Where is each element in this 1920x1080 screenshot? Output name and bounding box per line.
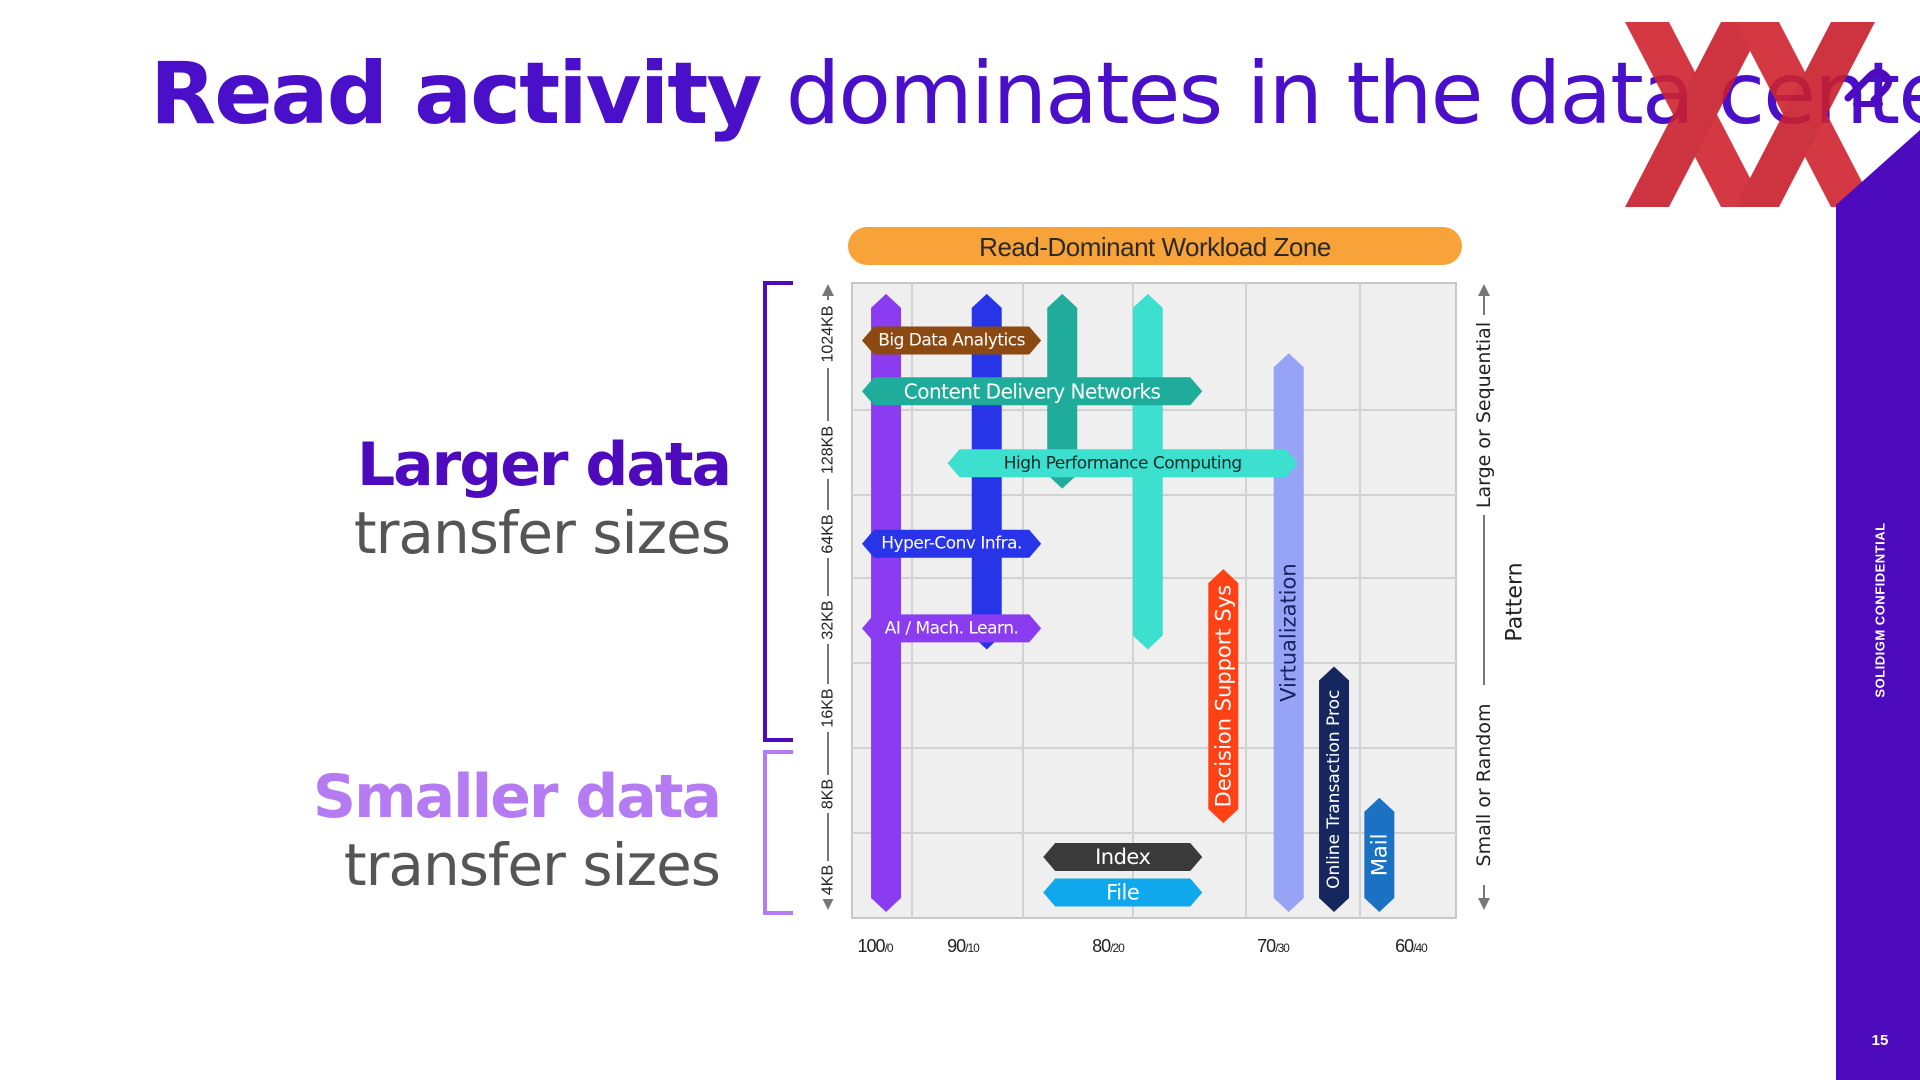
oltp-label: Online Transaction Proc	[1324, 690, 1344, 889]
x-tick-label: 60/40	[1395, 936, 1428, 956]
larger-bracket	[763, 281, 793, 742]
brand-logo-icon	[1844, 68, 1893, 107]
purple-column-bar	[871, 293, 902, 912]
decision-support-bar	[1208, 569, 1239, 824]
oltp-bar	[1319, 666, 1350, 912]
mail-label: Mail	[1367, 834, 1391, 877]
y-axis-arrow-up	[822, 284, 834, 296]
right-axis-label-bg	[1474, 315, 1494, 515]
right-axis-bottom-label: Small or Random	[1473, 704, 1495, 867]
y-tick-bg	[818, 421, 838, 479]
x-tick-label: 100/0	[857, 936, 893, 956]
ai-mach-learn-label: AI / Mach. Learn.	[885, 618, 1019, 638]
x-tick-label: 80/20	[1092, 936, 1125, 956]
big-data-analytics-bar	[862, 326, 1042, 355]
index-label: Index	[1095, 845, 1150, 869]
title-bold: Read activity	[150, 44, 762, 144]
file-bar	[1043, 878, 1203, 907]
virtualization-label: Virtualization	[1277, 563, 1301, 702]
y-tick-bg	[818, 510, 838, 558]
smaller-data-label: Smaller data transfer sizes	[312, 762, 722, 899]
larger-data-title: Larger data	[356, 430, 732, 500]
file-label: File	[1106, 881, 1139, 905]
high-performance-computing-bar	[947, 449, 1298, 478]
x-tick-label: 90/10	[947, 936, 980, 956]
corner-decoration	[1836, 130, 1920, 210]
y-tick-label: 16KB	[820, 688, 837, 727]
virtualization-bar	[1273, 353, 1304, 912]
y-tick-bg	[818, 861, 838, 899]
hyper-conv-infra-label: Hyper-Conv Infra.	[881, 534, 1022, 554]
high-performance-computing-label: High Performance Computing	[1004, 453, 1242, 473]
xx-logo-icon	[1625, 22, 1875, 207]
y-tick-label: 32KB	[820, 600, 837, 639]
page-number: 15	[1871, 1032, 1889, 1049]
pattern-label: Pattern	[1503, 562, 1528, 641]
x-tick-label: 70/30	[1257, 936, 1290, 956]
ai-mach-learn-bar	[862, 614, 1042, 643]
right-axis-arrow-down	[1478, 898, 1490, 910]
zone-banner: Read-Dominant Workload Zone	[848, 227, 1462, 265]
y-tick-bg	[818, 596, 838, 644]
y-tick-label: 128KB	[820, 426, 837, 474]
smaller-bracket	[763, 750, 793, 915]
y-tick-bg	[818, 775, 838, 813]
y-tick-label: 1024KB	[820, 306, 837, 363]
y-tick-label: 8KB	[820, 779, 837, 809]
hyper-conv-infra-bar	[862, 529, 1042, 558]
smaller-data-title: Smaller data	[312, 762, 722, 832]
big-data-analytics-label: Big Data Analytics	[878, 331, 1025, 351]
y-tick-label: 64KB	[820, 514, 837, 553]
y-tick-bg	[818, 684, 838, 732]
y-tick-label: 4KB	[820, 865, 837, 895]
larger-data-label: Larger data transfer sizes	[353, 430, 732, 567]
larger-data-subtitle: transfer sizes	[353, 499, 731, 567]
y-axis-arrow-down	[822, 898, 834, 910]
smaller-data-subtitle: transfer sizes	[343, 831, 721, 899]
y-tick-bg	[818, 300, 838, 368]
decision-support-label: Decision Support Sys	[1211, 585, 1235, 807]
right-axis-top-label: Large or Sequential	[1473, 322, 1495, 508]
right-axis-arrow-up	[1478, 284, 1490, 296]
side-bar	[1836, 205, 1920, 1080]
mail-bar	[1364, 797, 1395, 912]
index-bar	[1043, 842, 1203, 871]
content-delivery-networks-bar	[862, 377, 1203, 406]
right-axis-label-bg	[1474, 685, 1494, 885]
content-delivery-networks-label: Content Delivery Networks	[904, 379, 1161, 403]
